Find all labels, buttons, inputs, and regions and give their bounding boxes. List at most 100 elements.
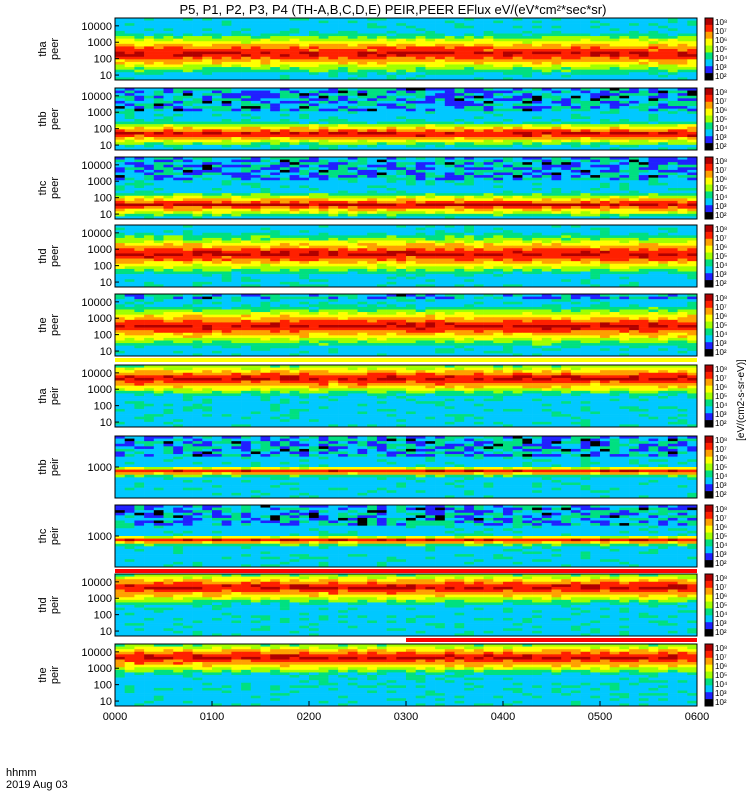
heatmap-cell (609, 237, 620, 241)
heatmap-cell (570, 98, 581, 102)
heatmap-cell (648, 74, 659, 78)
heatmap-cell (318, 43, 329, 47)
heatmap-cell (541, 232, 552, 236)
heatmap-cell (299, 30, 310, 34)
heatmap-cell (590, 164, 601, 168)
heatmap-cell (483, 167, 494, 171)
heatmap-cell (328, 69, 339, 73)
heatmap-cell (338, 230, 349, 234)
heatmap-cell (231, 25, 242, 29)
heatmap-cell (541, 237, 552, 241)
heatmap-cell (309, 159, 319, 163)
heatmap-cell (212, 203, 222, 207)
heatmap-cell (667, 74, 678, 78)
heatmap-cell (289, 126, 300, 130)
heatmap-cell (415, 137, 426, 140)
heatmap-cell (658, 56, 669, 60)
heatmap-cell (638, 206, 649, 209)
heatmap-cell (532, 182, 543, 186)
heatmap-cell (163, 245, 174, 249)
heatmap-cell (376, 49, 387, 52)
heatmap-cell (551, 23, 562, 27)
heatmap-cell (541, 180, 552, 184)
heatmap-cell (687, 30, 698, 34)
heatmap-cell (260, 18, 271, 21)
heatmap-cell (609, 77, 620, 81)
heatmap-cell (357, 147, 368, 151)
heatmap-cell (376, 20, 387, 24)
heatmap-cell (309, 139, 319, 143)
heatmap-cell (134, 195, 145, 199)
heatmap-cell (415, 144, 426, 148)
heatmap-cell (444, 43, 455, 47)
heatmap-cell (144, 248, 155, 252)
heatmap-cell (580, 56, 591, 60)
heatmap-cell (648, 144, 659, 148)
heatmap-cell (619, 69, 630, 73)
heatmap-cell (182, 237, 193, 241)
heatmap-cell (522, 74, 533, 78)
heatmap-cell (493, 211, 504, 215)
heatmap-cell (600, 30, 610, 34)
heatmap-cell (600, 56, 610, 60)
heatmap-cell (667, 172, 678, 176)
heatmap-cell (473, 88, 484, 91)
heatmap-cell (648, 232, 659, 236)
heatmap-cell (250, 216, 261, 220)
heatmap-cell (212, 18, 222, 21)
heatmap-cell (667, 237, 678, 241)
heatmap-cell (115, 134, 125, 138)
heatmap-cell (386, 20, 397, 24)
heatmap-cell (561, 95, 572, 99)
heatmap-cell (202, 95, 213, 99)
heatmap-cell (134, 225, 145, 228)
heatmap-cell (435, 172, 446, 176)
heatmap-cell (629, 144, 640, 148)
heatmap-cell (503, 245, 513, 249)
heatmap-cell (270, 59, 281, 63)
colorbar-tick-label: 10⁷ (715, 166, 727, 175)
heatmap-cell (212, 185, 222, 189)
heatmap-cell (619, 144, 630, 148)
heatmap-cell (241, 33, 252, 37)
heatmap-cell (153, 175, 164, 178)
heatmap-cell (522, 216, 533, 220)
heatmap-cell (318, 61, 329, 65)
heatmap-cell (677, 61, 688, 65)
heatmap-cell (376, 232, 387, 236)
heatmap-cell (483, 126, 494, 130)
heatmap-cell (561, 131, 572, 135)
colorbar-frame (704, 156, 714, 220)
heatmap-cell (260, 56, 271, 60)
heatmap-cell (270, 116, 281, 120)
heatmap-cell (279, 172, 290, 176)
heatmap-cell (347, 54, 358, 58)
heatmap-cell (667, 30, 678, 34)
heatmap-cell (144, 121, 155, 125)
heatmap-cell (648, 208, 659, 212)
heatmap-cell (328, 137, 339, 140)
heatmap-cell (532, 121, 543, 125)
heatmap-cell (493, 225, 504, 228)
heatmap-cell (318, 200, 329, 204)
heatmap-cell (483, 227, 494, 231)
heatmap-cell (444, 142, 455, 146)
heatmap-cell (483, 185, 494, 189)
heatmap-cell (532, 248, 543, 252)
heatmap-cell (328, 227, 339, 231)
heatmap-cell (241, 211, 252, 215)
heatmap-cell (425, 46, 436, 50)
heatmap-cell (279, 113, 290, 117)
heatmap-cell (309, 54, 319, 58)
heatmap-cell (115, 175, 125, 178)
heatmap-cell (503, 100, 513, 104)
heatmap-cell (425, 211, 436, 215)
heatmap-cell (503, 203, 513, 207)
heatmap-cell (338, 69, 349, 73)
heatmap-cell (425, 245, 436, 249)
heatmap-cell (619, 188, 630, 191)
heatmap-cell (551, 134, 562, 138)
heatmap-cell (570, 182, 581, 186)
heatmap-cell (638, 59, 649, 63)
heatmap-cell (667, 211, 678, 215)
